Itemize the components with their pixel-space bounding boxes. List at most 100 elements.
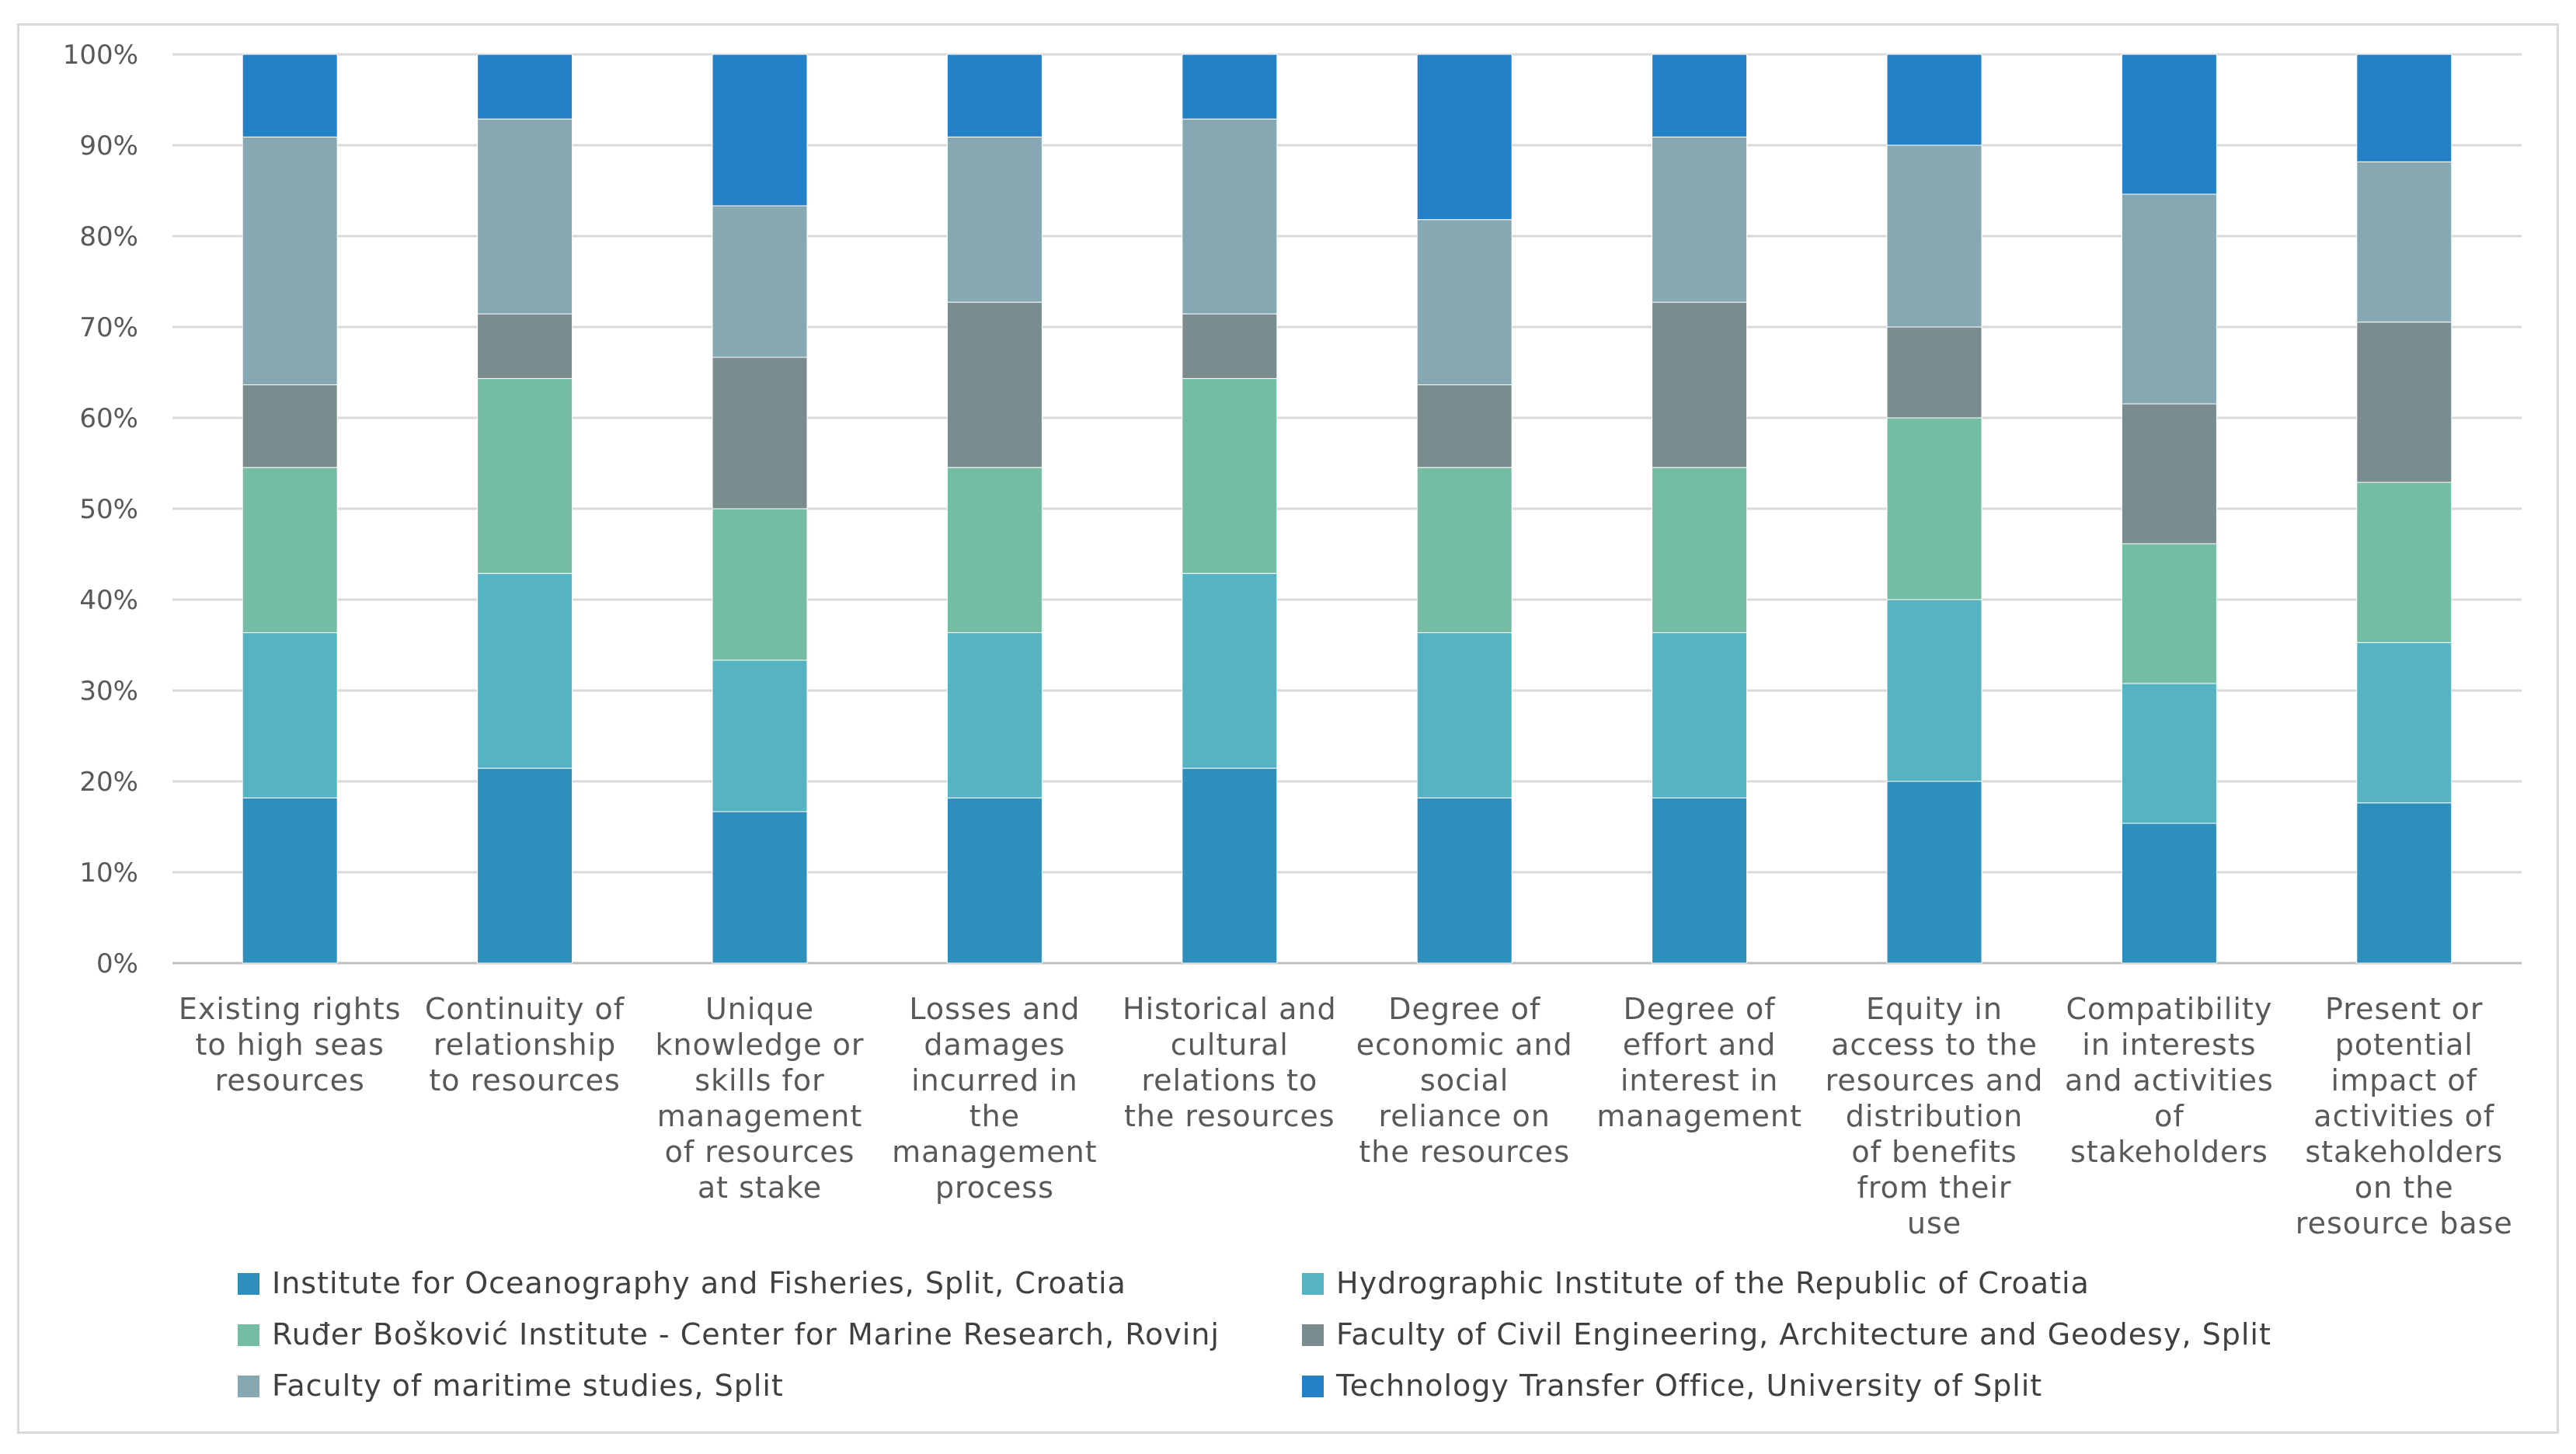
bar-segment (242, 54, 338, 137)
y-axis-tick-labels: 0% 10% 20% 30% 40% 50% 60% 70% 80% 90% 100% (63, 40, 138, 979)
legend-swatch (238, 1273, 259, 1295)
bar-segment (1416, 219, 1513, 385)
bar-segment (2121, 403, 2217, 544)
x-category-label-line: at stake (698, 1171, 822, 1205)
y-tick-label: 100% (63, 40, 138, 71)
legend-item: Institute for Oceanography and Fisheries… (238, 1266, 1126, 1300)
legend-swatch (1302, 1273, 1324, 1295)
x-category-label-line: cultural (1171, 1028, 1289, 1062)
bar-segment (1652, 797, 1748, 964)
bar-segment (242, 384, 338, 468)
bar-segment (1886, 599, 1982, 782)
x-category-label-line: economic and (1356, 1028, 1573, 1062)
x-category-label-line: the (969, 1099, 1020, 1133)
bar-segment (1416, 797, 1513, 964)
bar-segment (1886, 326, 1982, 419)
bar-segment (1652, 632, 1748, 798)
bar-segment (712, 357, 808, 510)
bar-segment (2121, 54, 2217, 195)
bar-segment (1652, 301, 1748, 468)
x-category-label-line: access to the (1831, 1028, 2038, 1062)
x-category-label-line: Unique (705, 992, 814, 1026)
bar-segment (2356, 54, 2452, 162)
x-category-label-line: management (1596, 1099, 1802, 1133)
bar-segment (242, 467, 338, 634)
legend-item: Faculty of Civil Engineering, Architectu… (1302, 1317, 2271, 1351)
x-category-label-line: the resources (1124, 1099, 1335, 1133)
legend-label: Institute for Oceanography and Fisheries… (272, 1266, 1126, 1300)
bar-segment (1886, 144, 1982, 328)
y-tick-label: 0% (96, 948, 138, 979)
x-category-label-line: relations to (1141, 1063, 1318, 1097)
x-category-label-line: the resources (1359, 1135, 1570, 1169)
x-category-label-line: Present or (2325, 992, 2484, 1026)
y-tick-label: 30% (79, 676, 138, 707)
bar-segment (1652, 54, 1748, 137)
x-category-label-line: stakeholders (2305, 1135, 2503, 1169)
x-category-label-line: on the (2355, 1171, 2454, 1205)
legend-label: Technology Transfer Office, University o… (1335, 1369, 2042, 1403)
bars (242, 54, 2452, 964)
y-tick-label: 40% (79, 585, 138, 616)
x-category-label-line: Equity in (1866, 992, 2003, 1026)
bar-segment (1652, 136, 1748, 303)
y-tick-label: 70% (79, 312, 138, 343)
y-tick-label: 60% (79, 403, 138, 434)
bar-segment (946, 632, 1043, 798)
y-tick-label: 20% (79, 767, 138, 798)
x-category-label-line: Historical and (1123, 992, 1337, 1026)
bar-segment (1416, 54, 1513, 221)
legend-item: Technology Transfer Office, University o… (1302, 1369, 2042, 1403)
x-category-label-line: and activities (2065, 1063, 2274, 1097)
bar-segment (1182, 572, 1278, 769)
bar-segment (477, 118, 573, 315)
legend: Institute for Oceanography and Fisheries… (238, 1266, 2271, 1403)
bar-segment (1182, 767, 1278, 964)
bar-segment (946, 301, 1043, 468)
bar-segment (712, 205, 808, 358)
x-category-label-line: incurred in (911, 1063, 1078, 1097)
legend-label: Hydrographic Institute of the Republic o… (1336, 1266, 2090, 1300)
bar-segment (2356, 642, 2452, 804)
legend-item: Faculty of maritime studies, Split (238, 1369, 783, 1403)
bar-segment (2121, 683, 2217, 824)
x-category-label-line: impact of (2331, 1063, 2478, 1097)
x-category-label-line: Continuity of (425, 992, 625, 1026)
x-category-label-line: Existing rights (179, 992, 402, 1026)
bar-segment (2121, 193, 2217, 405)
x-category-label-line: Compatibility (2066, 992, 2272, 1026)
x-category-label-line: of resources (665, 1135, 855, 1169)
x-category-label-line: resources and (1826, 1063, 2044, 1097)
bar-segment (477, 572, 573, 769)
bar-segment (2121, 543, 2217, 684)
x-category-label-line: reliance on (1379, 1099, 1551, 1133)
y-tick-label: 50% (79, 494, 138, 525)
x-category-label-line: use (1907, 1206, 1962, 1240)
x-category-label-line: social (1420, 1063, 1509, 1097)
x-category-label-line: Degree of (1624, 992, 1777, 1026)
bar-segment (1182, 377, 1278, 574)
x-category-label-line: relationship (433, 1028, 616, 1062)
legend-item: Ruđer Bošković Institute - Center for Ma… (238, 1317, 1219, 1351)
x-category-label-line: resource base (2296, 1206, 2513, 1240)
x-category-label-line: skills for (694, 1063, 825, 1097)
legend-swatch (238, 1376, 259, 1397)
x-category-label-line: of (2154, 1099, 2184, 1133)
legend-swatch (238, 1324, 259, 1346)
bar-segment (946, 467, 1043, 634)
x-category-label-line: Degree of (1388, 992, 1541, 1026)
x-category-label-line: of benefits (1851, 1135, 2017, 1169)
bar-segment (946, 54, 1043, 137)
bar-segment (712, 659, 808, 812)
legend-label: Faculty of Civil Engineering, Architectu… (1336, 1317, 2271, 1351)
bar-segment (477, 313, 573, 379)
y-tick-label: 80% (79, 221, 138, 252)
x-category-label-line: stakeholders (2070, 1135, 2268, 1169)
bar-segment (712, 54, 808, 207)
